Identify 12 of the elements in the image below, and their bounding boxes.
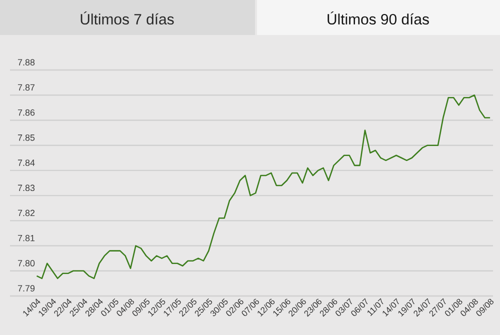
y-tick-label: 7.84 [18, 160, 35, 166]
y-tick-label: 7.86 [18, 109, 35, 116]
text: Últimos 7 días [80, 11, 174, 25]
y-tick-label: 7.88 [18, 59, 35, 66]
y-tick-label: 7.81 [18, 234, 35, 242]
y-tick-label: 7.83 [18, 184, 35, 192]
y-tick-label: 7.87 [18, 84, 35, 91]
y-tick-label: 7.80 [18, 260, 35, 266]
y-tick-label: 7.82 [18, 210, 35, 216]
text: Últimos 90 días [328, 11, 429, 25]
y-tick-label: 7.85 [18, 134, 35, 141]
y-tick-label: 7.79 [18, 285, 35, 292]
